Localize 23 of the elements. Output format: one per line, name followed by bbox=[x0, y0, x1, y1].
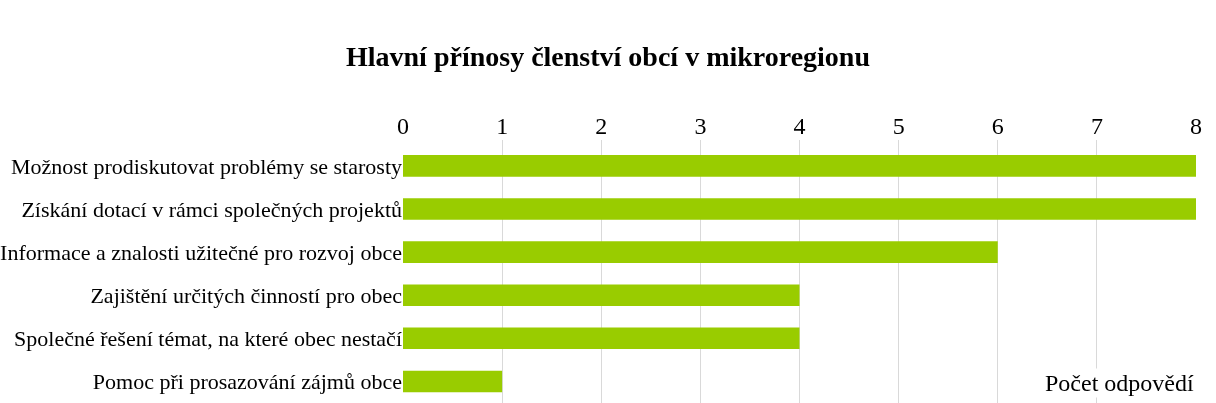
x-tick-label: 8 bbox=[1190, 113, 1202, 140]
y-tick-label: Společné řešení témat, na které obec nestačí bbox=[14, 326, 402, 352]
bar bbox=[403, 327, 800, 350]
chart-title: Hlavní přínosy členství obcí v mikroregionu bbox=[345, 41, 871, 73]
x-tick-label: 3 bbox=[694, 113, 707, 140]
x-tick-label: 6 bbox=[991, 113, 1004, 140]
bar bbox=[403, 241, 998, 263]
x-axis-title: Počet odpovědí bbox=[1045, 370, 1194, 396]
y-tick-label: Možnost prodiskutovat problémy se starosty bbox=[10, 153, 402, 179]
bar bbox=[403, 370, 503, 393]
x-tick-label: 7 bbox=[1090, 113, 1103, 140]
bar bbox=[403, 155, 1196, 177]
y-tick-label: Informace a znalosti užitečné pro rozvoj obce bbox=[0, 239, 402, 265]
x-tick-label: 4 bbox=[793, 113, 806, 140]
y-tick-label: Získání dotací v rámci společných projektů bbox=[21, 196, 402, 222]
y-tick-label: Pomoc při prosazování zájmů obce bbox=[92, 369, 402, 395]
x-tick-label: 1 bbox=[496, 113, 509, 140]
y-tick-label: Zajištění určitých činností pro obec bbox=[90, 282, 403, 308]
x-tick-label: 0 bbox=[397, 113, 409, 140]
x-tick-label: 5 bbox=[892, 113, 905, 140]
bar bbox=[403, 284, 800, 306]
x-tick-label: 2 bbox=[595, 113, 608, 140]
bar bbox=[403, 198, 1196, 220]
